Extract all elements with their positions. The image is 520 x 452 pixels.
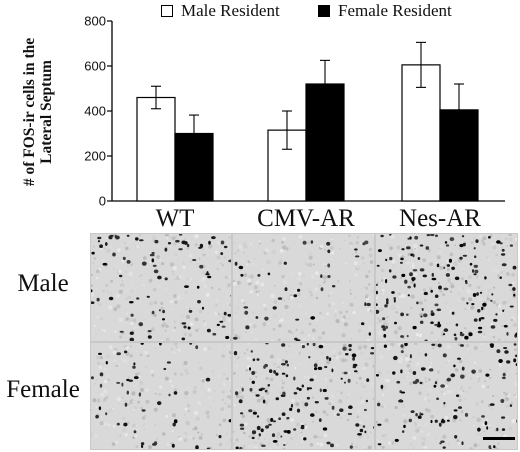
- y-tick-label: 0: [98, 193, 106, 209]
- micrograph-male-wt: [90, 233, 232, 342]
- row-label-female: Female: [6, 376, 80, 403]
- y-axis-label-line-2: Lateral Septum: [38, 60, 55, 164]
- legend-male: Male Resident: [161, 1, 280, 21]
- legend-female: Female Resident: [318, 1, 452, 21]
- legend-female-label: Female Resident: [338, 1, 452, 20]
- micrograph-female-cmv-ar: [232, 342, 375, 450]
- scale-bar: [483, 437, 515, 440]
- micrograph-male-cmv-ar: [232, 233, 375, 342]
- x-category-label-nes-ar: Nes-AR: [399, 205, 481, 232]
- micrograph-female-wt: [90, 342, 232, 450]
- legend-female-swatch: [318, 5, 330, 17]
- legend-male-swatch: [161, 5, 173, 17]
- x-category-label-wt: WT: [155, 205, 195, 232]
- y-tick-label: 600: [84, 58, 106, 74]
- y-axis-label-line-1: # of FOS-ir cells in the: [21, 37, 38, 187]
- micrograph-female-nes-ar: [375, 342, 518, 450]
- row-label-male: Male: [17, 270, 69, 297]
- y-tick-label: 200: [84, 148, 106, 164]
- y-tick-label: 400: [84, 103, 106, 119]
- micrograph-male-nes-ar: [375, 233, 518, 342]
- x-category-label-cmv-ar: CMV-AR: [257, 205, 355, 232]
- legend-male-label: Male Resident: [181, 1, 280, 20]
- y-tick-label: 800: [84, 13, 106, 29]
- bar-male: [136, 96, 176, 202]
- y-axis-label: # of FOS-ir cells in the Lateral Septum: [6, 12, 70, 212]
- bar-chart: [107, 20, 505, 202]
